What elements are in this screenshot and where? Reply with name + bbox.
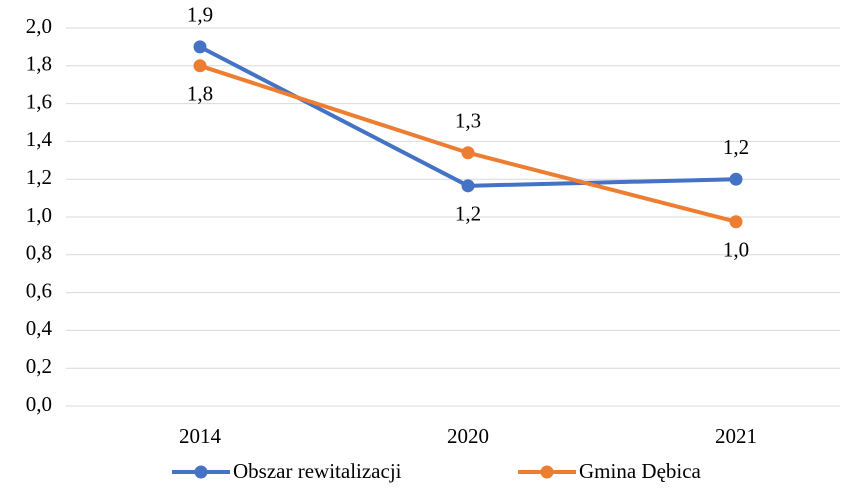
data-label: 1,9: [187, 3, 213, 27]
data-label: 1,8: [187, 82, 213, 106]
y-tick-label: 0,6: [26, 278, 52, 302]
y-tick-label: 2,0: [26, 14, 52, 38]
data-point: [461, 146, 475, 160]
legend-marker: [540, 465, 554, 479]
y-tick-label: 1,4: [26, 127, 53, 151]
y-tick-label: 1,6: [26, 89, 52, 113]
x-tick-label: 2021: [715, 424, 757, 448]
data-label: 1,2: [723, 135, 749, 159]
data-point: [193, 59, 207, 73]
legend-label: Obszar rewitalizacji: [233, 459, 402, 483]
data-point: [729, 215, 743, 229]
x-tick-label: 2020: [447, 424, 489, 448]
data-label: 1,0: [723, 238, 749, 262]
x-tick-label: 2014: [179, 424, 222, 448]
y-tick-label: 0,2: [26, 354, 52, 378]
data-point: [729, 172, 743, 186]
y-tick-label: 1,0: [26, 203, 52, 227]
data-point: [193, 40, 207, 54]
legend-label: Gmina Dębica: [579, 459, 702, 483]
data-label: 1,3: [455, 109, 481, 133]
y-tick-label: 0,8: [26, 241, 52, 265]
y-tick-label: 0,0: [26, 392, 52, 416]
data-label: 1,2: [455, 202, 481, 226]
data-point: [461, 179, 475, 193]
y-tick-label: 1,8: [26, 52, 52, 76]
y-tick-label: 0,4: [26, 316, 53, 340]
y-tick-label: 1,2: [26, 165, 52, 189]
legend-marker: [194, 465, 208, 479]
